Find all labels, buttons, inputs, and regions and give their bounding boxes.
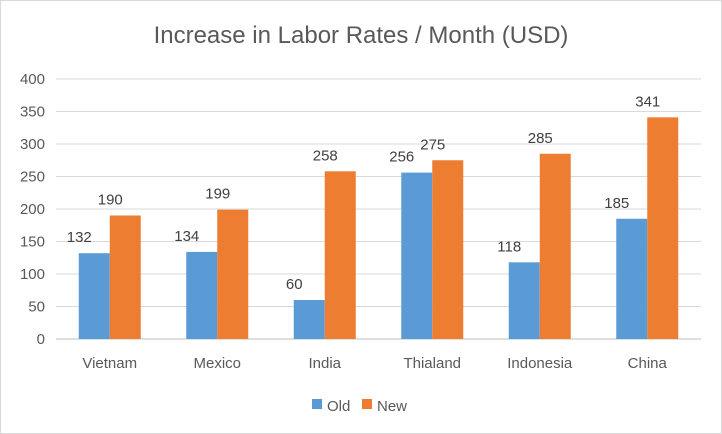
legend-label-new: New — [377, 398, 407, 415]
y-tick-label: 400 — [20, 71, 45, 88]
x-category-label: India — [308, 355, 341, 372]
data-label-new-mexico: 199 — [205, 186, 230, 203]
bar-old-mexico — [186, 251, 218, 339]
data-labels: 132 190 134 199 60 258 256 275 118 285 185 341 — [67, 93, 661, 293]
bar-old-vietnam — [78, 253, 110, 339]
bar-new-china — [647, 117, 679, 339]
legend-swatch-old — [312, 399, 322, 409]
data-label-old-india: 60 — [286, 276, 303, 293]
bar-new-mexico — [217, 209, 249, 339]
data-label-new-indonesia: 285 — [528, 130, 553, 147]
data-label-new-india: 258 — [313, 147, 338, 164]
x-category-label: China — [628, 355, 668, 372]
gridlines — [56, 78, 701, 340]
bar-old-indonesia — [508, 262, 540, 339]
y-axis-ticks: 0 50 100 150 200 250 300 350 400 — [20, 71, 45, 348]
data-label-new-vietnam: 190 — [98, 192, 123, 209]
x-category-label: Thialand — [403, 355, 461, 372]
legend-swatch-new — [362, 399, 372, 409]
bar-old-thialand — [401, 172, 433, 339]
bars — [78, 117, 679, 339]
bar-new-india — [324, 171, 356, 339]
y-tick-label: 100 — [20, 266, 45, 283]
data-label-old-thialand: 256 — [389, 149, 414, 166]
data-label-old-indonesia: 118 — [497, 238, 521, 255]
y-tick-label: 300 — [20, 136, 45, 153]
bar-new-thialand — [432, 160, 464, 339]
data-label-old-vietnam: 132 — [67, 229, 92, 246]
bar-old-china — [616, 218, 648, 339]
chart-title: Increase in Labor Rates / Month (USD) — [154, 22, 569, 49]
y-tick-label: 0 — [37, 331, 45, 348]
data-label-new-china: 341 — [635, 93, 660, 110]
y-tick-label: 250 — [20, 169, 45, 186]
y-tick-label: 350 — [20, 104, 45, 121]
legend-label-old: Old — [327, 398, 350, 415]
bar-new-indonesia — [539, 153, 571, 339]
y-tick-label: 200 — [20, 201, 45, 218]
x-axis-categories: Vietnam Mexico India Thialand Indonesia China — [82, 355, 667, 372]
data-label-old-china: 185 — [604, 195, 629, 212]
bar-old-india — [293, 300, 325, 339]
x-category-label: Vietnam — [82, 355, 137, 372]
y-tick-label: 150 — [20, 234, 45, 251]
x-category-label: Indonesia — [507, 355, 573, 372]
data-label-old-mexico: 134 — [174, 228, 199, 245]
x-category-label: Mexico — [193, 355, 241, 372]
bar-new-vietnam — [109, 215, 141, 339]
legend: Old New — [312, 398, 407, 415]
y-tick-label: 50 — [28, 299, 45, 316]
data-label-new-thialand: 275 — [420, 136, 445, 153]
